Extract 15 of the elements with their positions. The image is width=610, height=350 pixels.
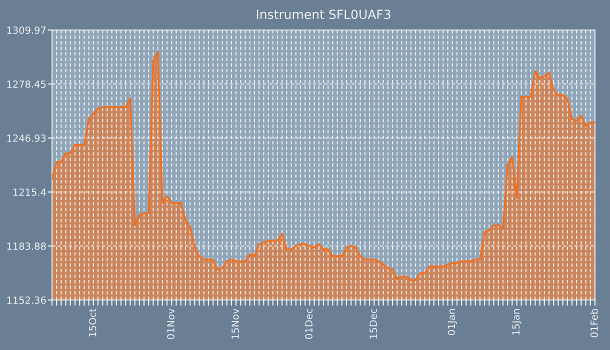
y-tick-label: 1278.45 <box>7 80 46 88</box>
x-tick-label: 01Jan <box>448 309 457 336</box>
chart-title: Instrument SFL0UAF3 <box>256 10 390 20</box>
y-tick-label: 1152.36 <box>7 296 46 304</box>
x-tick-label: 15Dec <box>370 308 377 338</box>
y-tick-label: 1246.93 <box>7 134 46 142</box>
y-tick-label: 1183.88 <box>7 242 46 250</box>
x-tick-label: 01Dec <box>305 308 313 339</box>
x-tick-label: 01Feb <box>590 308 598 338</box>
x-tick-label: 15Jan <box>512 309 522 335</box>
y-tick-label: 1309.97 <box>7 26 46 34</box>
x-tick-label: 15Oct <box>88 308 96 336</box>
x-tick-label: 15Nov <box>232 308 239 339</box>
x-tick-label: 01Nov <box>167 308 174 340</box>
y-tick-label: 1215.4 <box>13 188 46 196</box>
